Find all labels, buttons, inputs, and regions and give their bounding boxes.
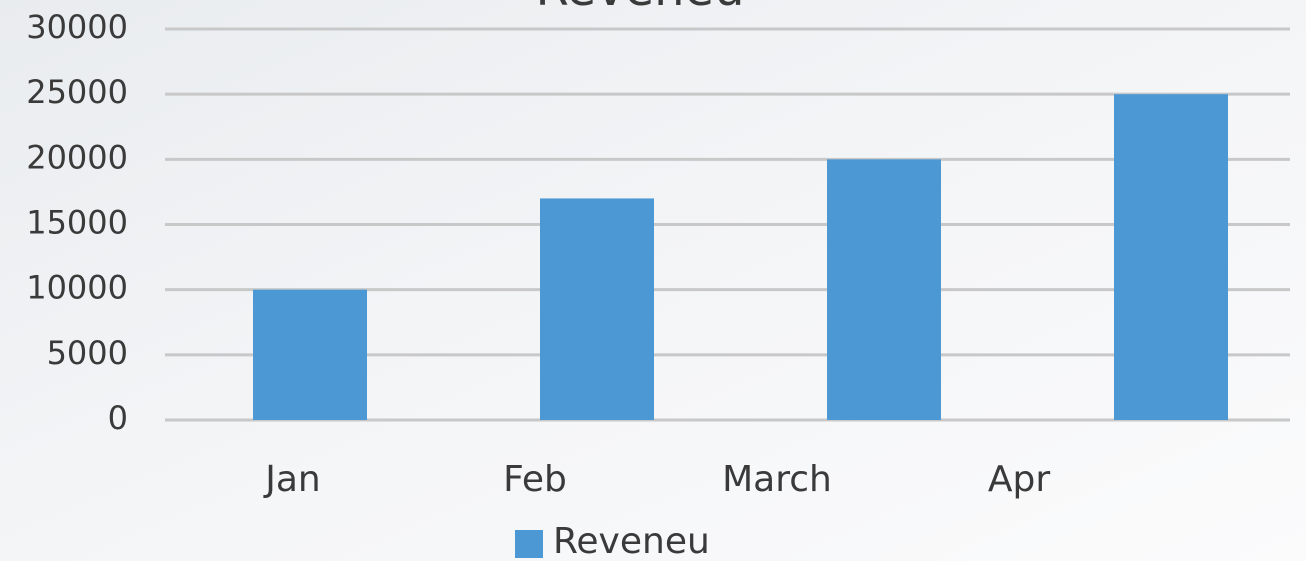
y-tick-label: 20000 <box>26 138 128 176</box>
y-tick-label: 15000 <box>26 204 128 242</box>
bar <box>827 159 941 420</box>
bar <box>253 290 367 420</box>
x-tick-label: Apr <box>988 459 1050 500</box>
y-tick-label: 10000 <box>26 269 128 307</box>
chart-title: Reveneu <box>535 0 744 17</box>
bar <box>540 198 654 420</box>
legend-swatch <box>515 530 543 558</box>
bar <box>1114 94 1228 420</box>
x-tick-label: Jan <box>263 459 321 500</box>
x-tick-label: March <box>722 459 832 500</box>
y-tick-label: 0 <box>108 399 128 437</box>
y-tick-label: 25000 <box>26 73 128 111</box>
legend-label: Reveneu <box>553 521 710 561</box>
page: Reveneu 0 5000 10000 15000 20000 25000 30000 Ja… <box>0 0 1306 561</box>
chart: Reveneu 0 5000 10000 15000 20000 25000 30000 Ja… <box>0 0 1306 561</box>
y-tick-label: 30000 <box>26 8 128 46</box>
x-tick-label: Feb <box>503 459 567 500</box>
y-tick-label: 5000 <box>47 334 128 372</box>
